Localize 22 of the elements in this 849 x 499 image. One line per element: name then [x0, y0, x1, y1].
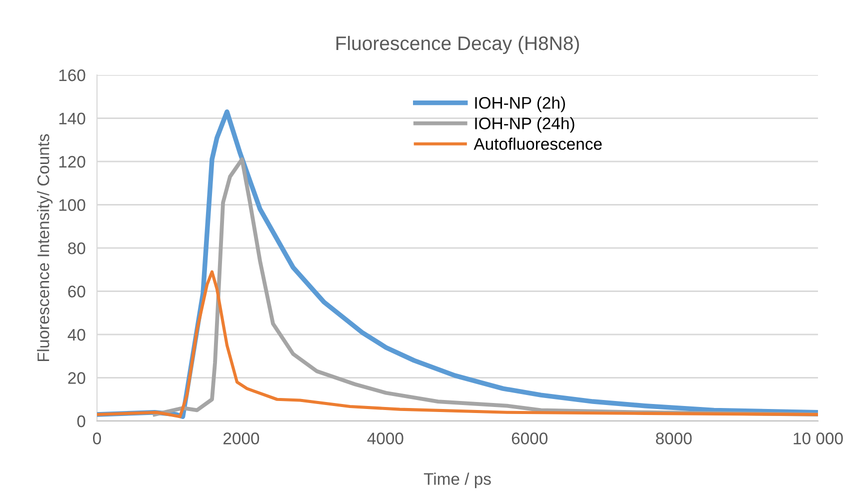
- x-axis-title: Time / ps: [424, 472, 491, 488]
- y-tick-label: 120: [59, 156, 86, 168]
- y-tick-label: 40: [68, 328, 86, 341]
- y-tick-label: 100: [59, 199, 86, 211]
- line-series: [97, 270, 818, 418]
- legend-label: IOH-NP (2h): [475, 96, 565, 112]
- y-tick-label: 20: [68, 372, 86, 384]
- y-tick-label: 0: [77, 415, 86, 428]
- y-axis-title: Fluorescence Intensity/ Counts: [36, 134, 53, 362]
- x-tick-label: 6000: [512, 432, 548, 444]
- x-tick-label: 4000: [367, 432, 404, 444]
- legend-label: Autofluorescence: [474, 138, 602, 150]
- y-tick-label: 80: [68, 242, 86, 254]
- x-tick-label: 8000: [656, 432, 692, 444]
- x-tick-label: 2000: [224, 432, 260, 444]
- chart-title: Fluorescence Decay (H8N8): [336, 36, 579, 54]
- y-tick-label: 140: [59, 112, 86, 124]
- y-tick-label: 60: [68, 286, 86, 298]
- legend-label: IOH-NP (24h): [475, 117, 574, 133]
- x-tick-label: 10 000: [794, 432, 843, 444]
- y-tick-label: 160: [59, 69, 86, 82]
- x-tick-label: 0: [93, 432, 101, 444]
